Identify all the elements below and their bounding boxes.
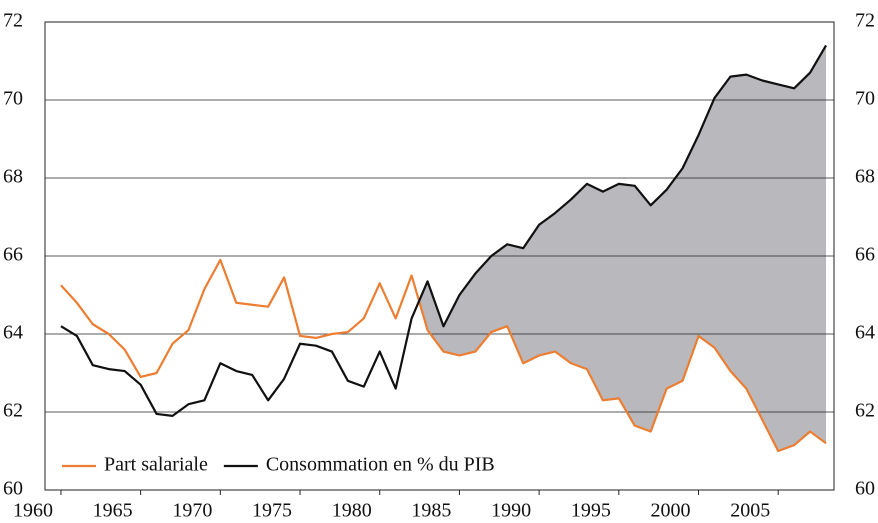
legend-label: Part salariale [104,454,208,476]
y2-tick-label: 64 [855,322,875,344]
y-tick-label: 62 [3,400,23,422]
y-tick-label: 68 [3,166,23,188]
y-tick-label: 64 [3,322,23,344]
x-tick-label: 1995 [571,500,611,522]
y-tick-label: 60 [3,478,23,500]
x-tick-label: 1980 [332,500,372,522]
x-tick-label: 1970 [172,500,212,522]
y-tick-label: 72 [3,10,23,32]
fill-between [419,45,827,452]
plot-frame [44,21,835,491]
y2-tick-label: 62 [855,400,875,422]
x-tick-label: 1960 [13,500,53,522]
y2-tick-label: 72 [855,10,875,32]
x-tick-label: 1965 [93,500,133,522]
x-tick-label: 1985 [411,500,451,522]
y2-tick-label: 68 [855,166,875,188]
x-tick-label: 2000 [651,500,691,522]
x-tick-label: 1975 [252,500,292,522]
y-tick-label: 70 [3,88,23,110]
x-tick-label: 2005 [730,500,770,522]
y-tick-label: 66 [3,244,23,266]
series-line [60,44,827,417]
series-line [60,258,827,453]
legend-label: Consommation en % du PIB [266,454,495,476]
y2-tick-label: 70 [855,88,875,110]
y2-tick-label: 66 [855,244,875,266]
x-tick-label: 1990 [491,500,531,522]
y2-tick-label: 60 [855,478,875,500]
